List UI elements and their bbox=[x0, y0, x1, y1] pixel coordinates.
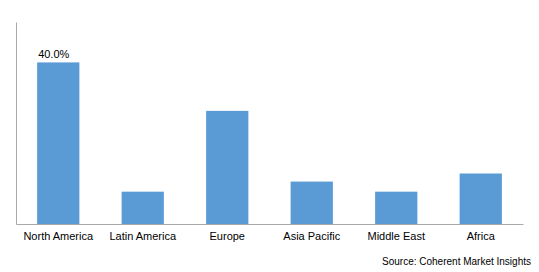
x-tick: Asia Pacific bbox=[283, 230, 340, 242]
x-tick: North America bbox=[23, 230, 94, 242]
bar bbox=[460, 174, 502, 225]
chart-svg: North America Latin America Europe Asia Pac… bbox=[0, 0, 539, 272]
bar bbox=[122, 192, 164, 224]
x-tick: Europe bbox=[210, 230, 245, 242]
x-tick-label: Africa bbox=[467, 230, 496, 242]
x-tick: Africa bbox=[467, 230, 496, 242]
x-tick-label: Asia Pacific bbox=[283, 230, 340, 242]
source: Source: Coherent Market Insights bbox=[382, 256, 531, 267]
x-axis: North America Latin America Europe Asia Pac… bbox=[17, 225, 524, 242]
y-axis bbox=[16, 23, 17, 225]
plot: North America Latin America Europe Asia Pac… bbox=[17, 23, 524, 242]
x-tick-label: Latin America bbox=[109, 230, 177, 242]
x-tick-label: North America bbox=[23, 230, 94, 242]
x-tick-label: Middle East bbox=[368, 230, 425, 242]
x-tick: Latin America bbox=[109, 230, 177, 242]
x-axis-line bbox=[17, 224, 524, 225]
bar bbox=[291, 182, 333, 224]
y-axis-line bbox=[16, 23, 17, 225]
x-tick: Middle East bbox=[368, 230, 425, 242]
bar bbox=[37, 62, 79, 224]
bars bbox=[37, 62, 502, 224]
bar bbox=[206, 111, 248, 224]
annotation: 40.0% bbox=[38, 48, 69, 60]
bar bbox=[375, 192, 417, 224]
x-tick-label: Europe bbox=[210, 230, 245, 242]
